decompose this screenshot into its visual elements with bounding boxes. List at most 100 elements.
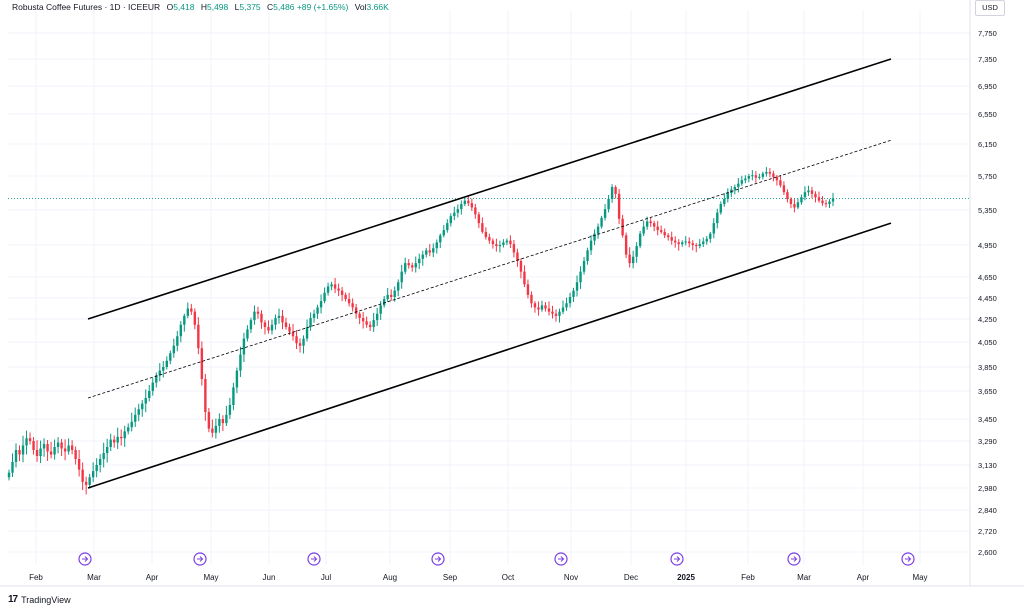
candle-body[interactable]: [432, 248, 435, 253]
candle-body[interactable]: [547, 308, 551, 312]
candle-body[interactable]: [831, 198, 835, 202]
candle-body[interactable]: [716, 212, 719, 224]
candle-body[interactable]: [379, 305, 382, 314]
candle-body[interactable]: [21, 445, 25, 455]
candle-body[interactable]: [77, 459, 81, 470]
candle-body[interactable]: [498, 245, 502, 247]
candle-body[interactable]: [817, 197, 821, 201]
candle-body[interactable]: [211, 428, 214, 433]
candle-body[interactable]: [95, 465, 98, 472]
candle-body[interactable]: [284, 322, 288, 328]
candle-body[interactable]: [319, 301, 323, 308]
candle-body[interactable]: [67, 445, 70, 452]
candle-body[interactable]: [439, 235, 442, 243]
candle-body[interactable]: [502, 242, 505, 245]
candle-body[interactable]: [449, 216, 453, 224]
candle-body[interactable]: [120, 436, 123, 439]
candle-body[interactable]: [421, 254, 424, 259]
candle-body[interactable]: [11, 462, 14, 473]
candle-body[interactable]: [484, 231, 488, 238]
candle-body[interactable]: [246, 329, 249, 339]
candle-body[interactable]: [453, 212, 456, 217]
candle-body[interactable]: [109, 439, 112, 447]
candle-body[interactable]: [351, 303, 354, 308]
candle-body[interactable]: [635, 246, 638, 257]
candle-body[interactable]: [354, 307, 358, 314]
candle-body[interactable]: [688, 241, 691, 244]
candle-body[interactable]: [316, 307, 319, 314]
candle-body[interactable]: [165, 360, 168, 367]
candle-body[interactable]: [828, 201, 831, 205]
candle-body[interactable]: [740, 180, 744, 184]
channel-lower-line[interactable]: [87, 222, 892, 489]
candle-body[interactable]: [638, 233, 642, 247]
candle-body[interactable]: [295, 336, 298, 344]
candle-body[interactable]: [807, 190, 810, 193]
candle-body[interactable]: [242, 338, 246, 355]
candle-body[interactable]: [298, 343, 302, 346]
candle-body[interactable]: [130, 421, 133, 428]
candle-body[interactable]: [589, 240, 593, 251]
candle-body[interactable]: [800, 197, 803, 203]
candle-body[interactable]: [183, 315, 186, 325]
candle-body[interactable]: [621, 218, 624, 236]
candle-body[interactable]: [698, 244, 701, 247]
candle-body[interactable]: [56, 442, 60, 448]
candle-body[interactable]: [744, 178, 747, 181]
candle-body[interactable]: [137, 409, 140, 415]
candle-body[interactable]: [267, 327, 270, 331]
candle-body[interactable]: [221, 419, 225, 424]
candle-body[interactable]: [761, 173, 765, 177]
candle-body[interactable]: [288, 327, 291, 332]
candle-body[interactable]: [74, 450, 77, 459]
currency-button[interactable]: USD: [975, 0, 1005, 16]
candle-body[interactable]: [291, 331, 295, 337]
candle-body[interactable]: [456, 209, 460, 213]
candle-body[interactable]: [35, 450, 39, 456]
candle-body[interactable]: [526, 284, 530, 295]
candle-body[interactable]: [681, 242, 684, 245]
candle-body[interactable]: [558, 311, 561, 316]
candle-body[interactable]: [14, 450, 18, 462]
candle-body[interactable]: [372, 320, 375, 328]
candle-body[interactable]: [579, 271, 582, 283]
candle-body[interactable]: [228, 405, 232, 415]
candle-body[interactable]: [793, 204, 796, 208]
candle-body[interactable]: [695, 245, 698, 247]
candle-body[interactable]: [796, 202, 800, 208]
candle-body[interactable]: [814, 193, 817, 198]
candle-body[interactable]: [779, 180, 782, 186]
candle-body[interactable]: [179, 324, 183, 337]
candle-body[interactable]: [274, 317, 277, 325]
candle-body[interactable]: [25, 438, 28, 446]
candle-body[interactable]: [460, 204, 463, 210]
candle-body[interactable]: [551, 311, 554, 314]
candle-body[interactable]: [102, 453, 105, 459]
candle-body[interactable]: [32, 441, 35, 450]
candle-body[interactable]: [88, 477, 91, 485]
symbol-title[interactable]: Robusta Coffee Futures · 1D · ICEEUR: [12, 2, 161, 12]
candle-body[interactable]: [404, 263, 407, 272]
candle-body[interactable]: [39, 448, 42, 457]
candle-body[interactable]: [772, 173, 775, 177]
candle-body[interactable]: [270, 324, 274, 331]
candle-body[interactable]: [375, 313, 379, 321]
candle-body[interactable]: [281, 315, 284, 323]
candle-body[interactable]: [789, 198, 793, 205]
candle-body[interactable]: [197, 324, 200, 349]
candle-body[interactable]: [674, 240, 677, 243]
candle-body[interactable]: [803, 192, 807, 198]
candle-body[interactable]: [652, 223, 656, 227]
candle-body[interactable]: [169, 353, 172, 361]
channel-mid-line[interactable]: [87, 139, 892, 399]
candle-body[interactable]: [389, 294, 393, 297]
candle-body[interactable]: [540, 305, 544, 310]
candle-body[interactable]: [726, 193, 730, 199]
candle-body[interactable]: [302, 338, 305, 346]
candle-body[interactable]: [309, 317, 312, 328]
candle-body[interactable]: [400, 271, 403, 283]
candle-body[interactable]: [407, 263, 410, 266]
candle-body[interactable]: [656, 226, 659, 231]
candle-body[interactable]: [253, 311, 256, 321]
